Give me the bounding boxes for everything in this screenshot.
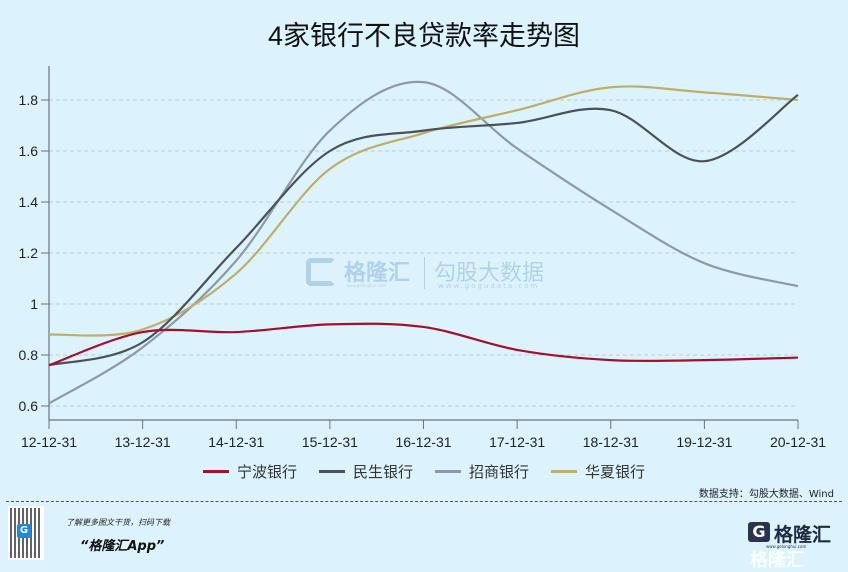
brand-name: 格隆汇: [774, 524, 832, 546]
chart-title: 4家银行不良贷款率走势图: [267, 21, 580, 51]
data-source: 数据支持：勾股大数据、Wind: [698, 489, 834, 500]
series-line-1: [48, 94, 799, 367]
y-tick-label: 0.6: [19, 398, 39, 414]
brand-ghost-text: 格隆汇: [750, 550, 804, 571]
brand-g-icon: G: [748, 522, 770, 542]
footer-divider: [6, 501, 842, 502]
gelonghui-logo-icon: [306, 258, 336, 286]
legend-item-minsheng[interactable]: 民生银行: [318, 461, 413, 482]
line-chart: 0.6 0.8 1 1.2 1.4 1.6 1.8 12-12-31 13-12-31 14-12…: [19, 66, 826, 450]
y-tick-label: 1.2: [19, 245, 39, 261]
watermark: 格隆汇 www.gelonghui.com 勾股大数据 www.gogudata…: [306, 255, 556, 291]
legend: 宁波银行 民生银行 招商银行 华夏银行: [0, 461, 848, 482]
legend-item-zhaoshang[interactable]: 招商银行: [435, 461, 529, 482]
y-tick-label: 1: [30, 296, 38, 312]
x-tick-label: 15-12-31: [302, 434, 358, 450]
legend-item-huaxia[interactable]: 华夏银行: [551, 461, 645, 482]
x-tick-label: 18-12-31: [583, 434, 639, 450]
series-lines: [48, 80, 799, 405]
legend-swatch: [202, 470, 229, 473]
watermark-brand: 格隆汇: [344, 261, 411, 286]
legend-swatch: [318, 470, 345, 473]
x-tick-label: 20-12-31: [770, 434, 826, 450]
x-tick-label: 19-12-31: [676, 434, 732, 450]
qr-code[interactable]: G: [8, 506, 44, 560]
gridlines: [49, 99, 798, 407]
watermark-separator: [424, 257, 425, 289]
y-tick-label: 0.8: [19, 347, 39, 363]
brand-url: www.gelonghui.com: [766, 544, 807, 549]
legend-label: 宁波银行: [236, 463, 297, 481]
app-name: “格隆汇App”: [80, 539, 165, 554]
legend-swatch: [435, 470, 461, 473]
watermark-data-brand: 勾股大数据: [434, 261, 545, 286]
x-tick-label: 14-12-31: [208, 434, 264, 450]
y-tick-label: 1.6: [19, 143, 39, 159]
x-tick-label: 12-12-31: [21, 434, 77, 450]
x-tick-label: 17-12-31: [489, 434, 545, 450]
legend-item-ningbo[interactable]: 宁波银行: [202, 461, 297, 482]
watermark-data-url: www.gogudata.com: [438, 282, 540, 290]
series-line-2: [48, 80, 799, 405]
x-tick-label: 13-12-31: [115, 434, 171, 450]
x-tick-label: 16-12-31: [395, 434, 451, 450]
legend-label: 民生银行: [352, 463, 413, 481]
series-line-3: [48, 85, 799, 337]
axes: 0.6 0.8 1 1.2 1.4 1.6 1.8 12-12-31 13-12-31 14-12…: [19, 66, 826, 450]
y-tick-label: 1.8: [19, 92, 39, 108]
series-line-0: [48, 322, 799, 367]
promo-text: 了解更多图文干货，扫码下载: [66, 518, 170, 527]
y-tick-label: 1.4: [19, 194, 39, 210]
qr-logo-icon: G: [17, 524, 31, 538]
legend-label: 华夏银行: [585, 463, 646, 481]
brand-logo: G 格隆汇 www.gelonghui.com 格隆汇: [748, 520, 840, 571]
watermark-brand-url: www.gelonghui.com: [346, 283, 387, 288]
legend-label: 招商银行: [469, 463, 530, 481]
legend-swatch: [551, 470, 578, 473]
